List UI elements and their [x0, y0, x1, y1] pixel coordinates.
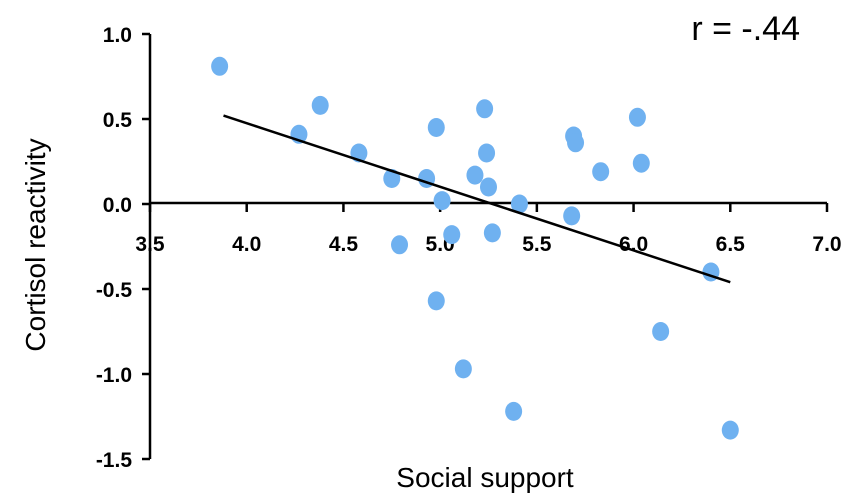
data-point — [443, 225, 461, 245]
y-tick-label: -0.5 — [96, 279, 133, 302]
data-point — [563, 206, 581, 226]
data-point — [311, 95, 329, 115]
data-point — [211, 56, 229, 76]
x-tick-label: 5.5 — [522, 233, 552, 256]
x-tick-label: 7.0 — [812, 233, 841, 256]
y-tick-label: -1.0 — [96, 364, 132, 387]
data-point — [510, 194, 528, 214]
data-point — [476, 99, 494, 119]
data-point — [592, 162, 610, 182]
data-point — [383, 169, 401, 188]
data-point — [480, 177, 497, 197]
data-point — [567, 133, 585, 153]
data-point — [427, 118, 445, 137]
data-point — [652, 322, 670, 341]
correlation-annotation: r = -.44 — [691, 10, 800, 48]
x-tick-label: 6.5 — [716, 233, 746, 256]
data-point — [483, 223, 501, 243]
data-point — [632, 153, 650, 173]
data-point — [454, 359, 472, 379]
data-point — [466, 165, 484, 185]
data-point — [721, 420, 739, 440]
trend-line — [223, 114, 731, 284]
x-tick-label: 3.5 — [135, 233, 165, 256]
y-tick-label: -1.5 — [96, 449, 133, 472]
data-point — [391, 235, 409, 255]
y-tick-label: 0.5 — [103, 109, 133, 132]
data-point — [427, 291, 445, 311]
x-axis-title: Social support — [396, 462, 574, 493]
data-point — [505, 401, 523, 421]
x-tick-label: 4.0 — [232, 233, 261, 256]
data-point — [478, 143, 496, 163]
data-point — [628, 107, 646, 127]
y-tick-label: 1.0 — [103, 24, 132, 47]
x-tick-label: 4.5 — [329, 233, 359, 256]
data-points — [211, 56, 739, 440]
data-point — [433, 191, 451, 211]
y-axis: 1.0 0.5 0.0 -0.5 -1.0 -1.5 — [96, 24, 152, 472]
y-axis-title: Cortisol reactivity — [20, 138, 51, 351]
y-tick-label: 0.0 — [103, 194, 132, 217]
x-tick-label: 6.0 — [619, 233, 648, 256]
